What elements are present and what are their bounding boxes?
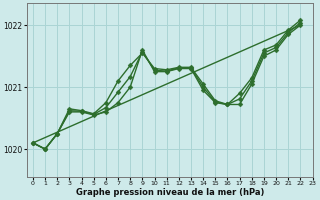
X-axis label: Graphe pression niveau de la mer (hPa): Graphe pression niveau de la mer (hPa)	[76, 188, 264, 197]
